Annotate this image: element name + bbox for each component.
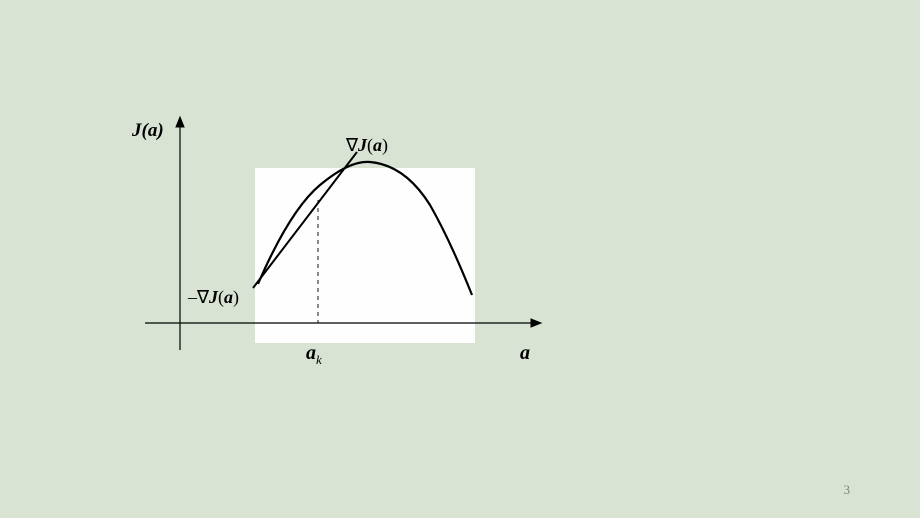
page-number: 3 xyxy=(844,482,851,498)
x-tick-sub-k: k xyxy=(316,352,322,367)
y-axis-label: J(a) xyxy=(132,120,164,142)
grad-neg-label: –∇J(a) xyxy=(188,287,239,308)
gradient-diagram: J(a) a ∇J(a) –∇J(a) ak xyxy=(140,110,560,370)
x-tick-ak: ak xyxy=(306,342,322,368)
curve-j-of-a xyxy=(258,162,472,295)
grad-pos-label: ∇J(a) xyxy=(346,135,388,156)
tangent-line xyxy=(253,152,357,288)
x-tick-a: a xyxy=(306,342,316,364)
x-axis-label: a xyxy=(520,342,530,365)
y-axis-label-J: J(a) xyxy=(132,120,164,141)
